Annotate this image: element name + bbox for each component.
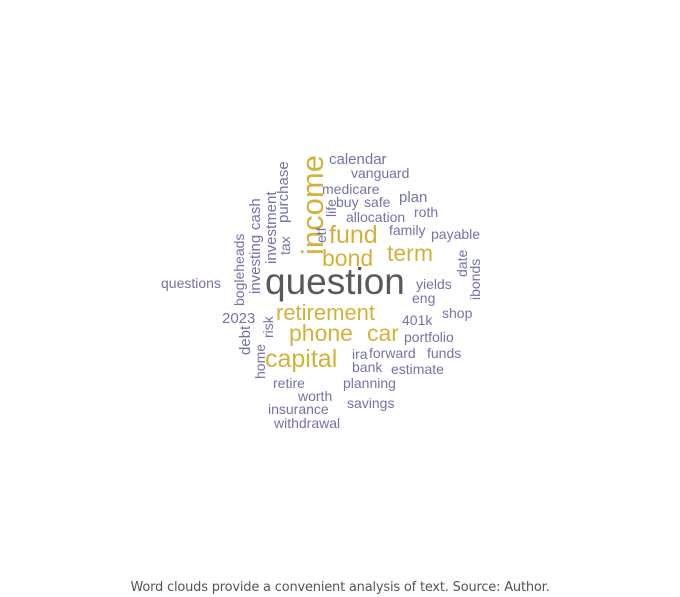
word-investing: investing [247,234,264,294]
word-retirement: retirement [276,300,376,325]
word-buy: buy [336,194,359,210]
word-cash: cash [247,198,264,230]
word-bogleheads: bogleheads [231,233,247,306]
word-retire: retire [273,375,305,391]
word-eng: eng [412,290,436,306]
word-safe: safe [364,194,391,210]
word-worth: worth [298,388,333,404]
word-bank: bank [352,359,383,375]
word-life: life [323,199,339,217]
word-2023: 2023 [222,310,256,327]
word-plan: plan [399,189,428,206]
word-portfolio: portfolio [404,329,454,345]
word-401k: 401k [402,312,433,328]
word-phone: phone [289,320,353,346]
word-savings: savings [347,395,395,411]
word-bond: bond [322,245,374,271]
word-yields: yields [416,276,452,292]
word-family: family [389,222,426,238]
word-ibonds: ibonds [467,258,483,300]
word-medicare: medicare [322,181,380,197]
word-forward: forward [369,345,416,361]
word-funds: funds [427,345,462,361]
word-risk: risk [260,316,276,338]
word-home: home [252,343,268,379]
word-ira: ira [352,346,368,362]
word-allocation: allocation [346,209,406,225]
word-debt: debt [237,325,254,355]
word-shop: shop [442,305,473,321]
word-insurance: insurance [268,401,329,417]
word-tax: tax [277,236,293,255]
word-roth: roth [414,204,439,220]
word-calendar: calendar [329,151,387,168]
word-term: term [387,240,433,266]
word-estimate: estimate [391,361,444,377]
word-car: car [367,320,399,346]
figure-caption: Word clouds provide a convenient analysi… [130,580,550,595]
word-fund: fund [329,221,378,249]
word-planning: planning [343,375,396,391]
word-withdrawal: withdrawal [274,415,341,431]
word-questions: questions [161,275,221,291]
word-question: question [265,261,405,302]
word-capital: capital [265,345,338,373]
word-payable: payable [431,226,481,242]
word-vanguard: vanguard [351,165,410,181]
word-etf: etf [313,227,329,243]
word-cloud: question income fund bond term retiremen… [161,151,483,431]
